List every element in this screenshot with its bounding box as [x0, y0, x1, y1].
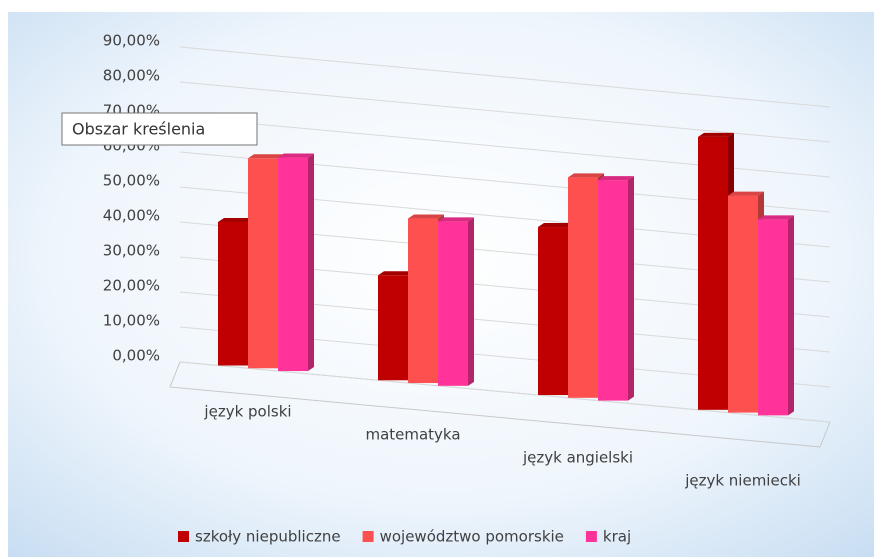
legend-label: kraj: [603, 528, 631, 546]
bar: [758, 215, 794, 416]
y-tick-label: 50,00%: [103, 172, 160, 190]
bar-top: [568, 173, 604, 178]
legend: szkoły niepubliczne województwo pomorskie…: [178, 528, 631, 546]
bar-front: [758, 219, 788, 416]
bar-front: [568, 177, 598, 398]
bar: [278, 153, 314, 372]
bar: [438, 217, 474, 386]
x-tick-label: język polski: [203, 403, 291, 421]
bar-top: [538, 223, 574, 228]
bar-top: [598, 176, 634, 181]
legend-swatch: [178, 531, 189, 542]
bar-front: [218, 222, 248, 366]
bar-side: [628, 176, 634, 401]
y-tick-label: 90,00%: [103, 32, 160, 50]
bar-top: [218, 218, 254, 223]
tooltip-text: Obszar kreślenia: [72, 120, 205, 139]
bar-front: [248, 158, 278, 369]
y-tick-label: 10,00%: [103, 312, 160, 330]
grid-line: [179, 46, 831, 108]
bar-top: [248, 154, 284, 159]
bar-side: [788, 215, 794, 416]
bar-top: [698, 132, 734, 137]
bar-top: [378, 271, 414, 276]
y-tick-label: 40,00%: [103, 207, 160, 225]
legend-swatch: [362, 531, 374, 542]
legend-label: szkoły niepubliczne: [195, 528, 341, 546]
bar-front: [728, 195, 758, 413]
x-tick-label: język niemiecki: [684, 472, 801, 490]
tooltip: Obszar kreślenia: [61, 112, 258, 146]
y-tick-label: 0,00%: [112, 347, 160, 365]
y-tick-label: 30,00%: [103, 242, 160, 260]
legend-label: województwo pomorskie: [380, 528, 564, 546]
y-tick-label: 80,00%: [103, 67, 160, 85]
legend-swatch: [585, 531, 597, 542]
bar-front: [538, 227, 568, 396]
x-tick-label: język angielski: [522, 449, 633, 467]
bar: [538, 223, 574, 396]
bar-top: [758, 215, 794, 220]
y-tick-label: 20,00%: [103, 277, 160, 295]
bar-top: [728, 191, 764, 196]
bar-front: [408, 218, 438, 384]
bar-side: [308, 153, 314, 372]
bar-side: [468, 217, 474, 386]
x-tick-label: matematyka: [365, 426, 460, 444]
bar-top: [438, 217, 474, 222]
tooltip-box: [61, 112, 258, 146]
bar-front: [378, 275, 408, 381]
plot-area: 0,00%10,00%20,00%30,00%40,00%50,00%60,00…: [103, 32, 831, 546]
bar: [598, 176, 634, 401]
grid-line: [179, 361, 831, 423]
bar-top: [278, 153, 314, 158]
bar-front: [438, 221, 468, 386]
grid-line: [179, 81, 831, 143]
bar-front: [278, 157, 308, 372]
bar-front: [598, 180, 628, 401]
bar-front: [698, 136, 728, 410]
bar-top: [408, 214, 444, 219]
